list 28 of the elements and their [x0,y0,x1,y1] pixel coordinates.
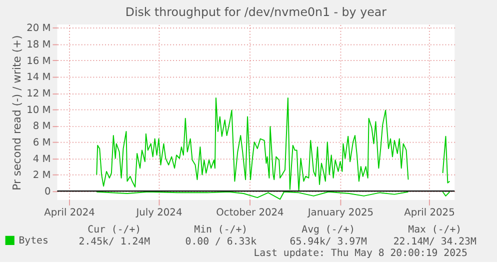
text: Min (-/+) [194,224,248,236]
text: 2.45k/ 1.24M [78,236,150,248]
y-tick-label: 20 M [26,23,51,34]
text: 0.00 / 6.33k [185,236,257,248]
y-tick-label: 10 M [26,104,51,116]
text: Last update: Thu May 8 20:00:19 2025 [254,248,468,260]
x-tick-label: April 2025 [404,207,455,218]
y-tick-label: 8 M [32,121,51,132]
x-tick-label: January 2025 [306,207,374,218]
y-tick-label: 0 [44,186,51,198]
text: 22.14M/ 34.23M [393,236,476,248]
text: Max (-/+) [408,224,462,236]
y-tick-label: 12 M [26,88,51,100]
x-tick-label: October 2024 [216,207,284,218]
y-tick-label: 16 M [26,56,51,67]
y-tick-label: 2 M [32,170,51,182]
y-tick-label: 18 M [26,40,51,51]
text: Cur (-/+) [88,224,142,236]
text: 65.94k/ 3.97M [290,236,368,248]
y-tick-label: 14 M [26,72,51,84]
chart-title: Disk throughput for /dev/nvme0n1 - by year [125,4,387,19]
y-tick-label: 4 M [32,154,51,165]
x-tick-label: July 2024 [135,207,182,218]
y-axis-title: Pr second read (-) / write (+) [10,35,24,190]
x-tick-label: April 2024 [44,207,95,218]
y-tick-label: 6 M [32,138,51,149]
legend-label: Bytes [18,235,48,246]
text: Avg (-/+) [302,224,356,236]
